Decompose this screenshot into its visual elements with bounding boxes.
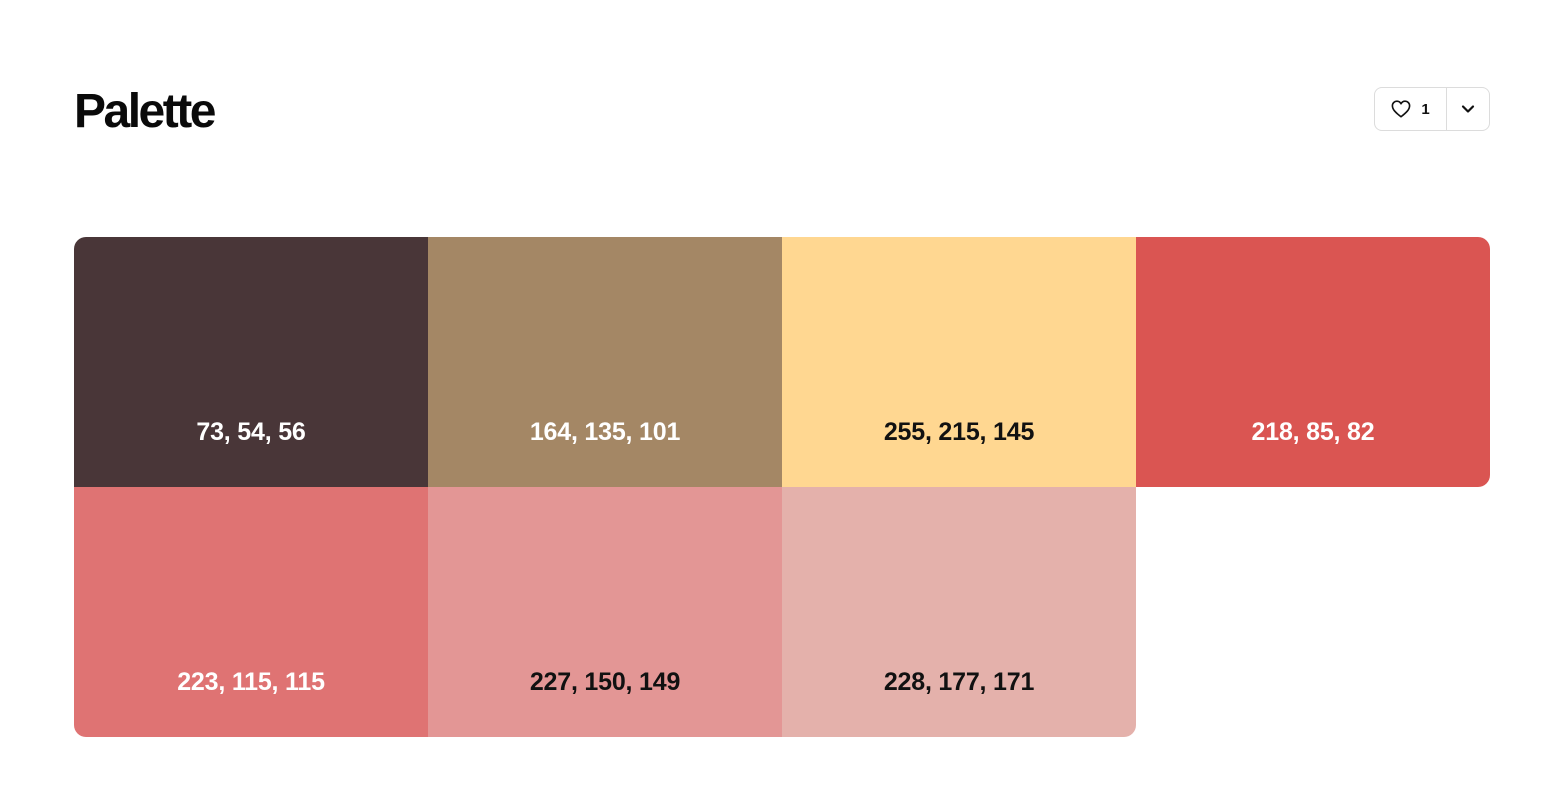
more-options-button[interactable] — [1447, 88, 1489, 130]
color-swatch[interactable]: 255, 215, 145 — [782, 237, 1136, 487]
swatch-rgb-label: 228, 177, 171 — [883, 668, 1035, 696]
like-button[interactable]: 1 — [1375, 88, 1447, 130]
color-swatch[interactable]: 218, 85, 82 — [1136, 237, 1490, 487]
like-count: 1 — [1421, 100, 1430, 118]
heart-icon — [1391, 100, 1411, 118]
like-button-group: 1 — [1374, 87, 1490, 131]
color-swatch[interactable]: 223, 115, 115 — [74, 487, 428, 737]
color-swatch[interactable]: 164, 135, 101 — [428, 237, 782, 487]
swatch-rgb-label: 218, 85, 82 — [1251, 418, 1375, 446]
swatch-rgb-label: 227, 150, 149 — [529, 668, 681, 696]
swatch-rgb-label: 255, 215, 145 — [883, 418, 1035, 446]
swatch-rgb-label: 73, 54, 56 — [196, 418, 306, 446]
swatch-rgb-label: 223, 115, 115 — [177, 668, 325, 696]
page-title: Palette — [74, 85, 216, 138]
color-swatch[interactable]: 227, 150, 149 — [428, 487, 782, 737]
palette-grid: 73, 54, 56 164, 135, 101 255, 215, 145 2… — [74, 237, 1490, 737]
swatch-rgb-label: 164, 135, 101 — [529, 418, 681, 446]
page-header: Palette 1 — [74, 80, 1490, 140]
color-swatch[interactable]: 228, 177, 171 — [782, 487, 1136, 737]
chevron-down-icon — [1461, 104, 1475, 114]
color-swatch[interactable]: 73, 54, 56 — [74, 237, 428, 487]
